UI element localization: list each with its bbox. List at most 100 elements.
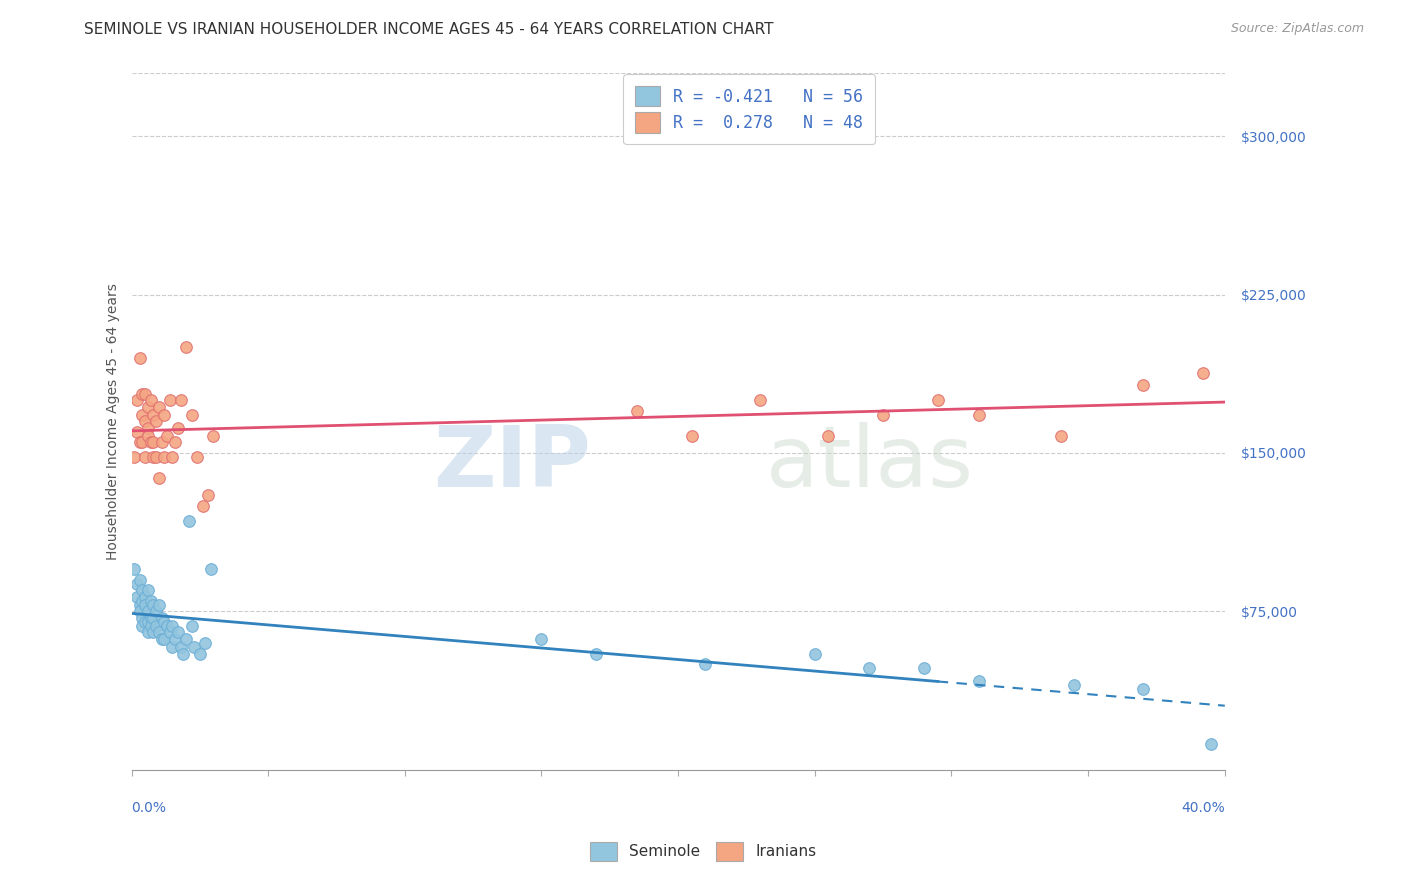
Point [131, 435, 153, 450]
Point [122, 562, 145, 576]
Point [139, 393, 162, 408]
Point [872, 408, 894, 422]
Point [162, 640, 184, 655]
Point [142, 610, 165, 624]
Point [530, 632, 553, 646]
Point [150, 435, 173, 450]
Point [150, 610, 173, 624]
Point [131, 408, 153, 422]
Point [128, 435, 150, 450]
Point [139, 610, 162, 624]
Point [128, 598, 150, 612]
Point [142, 450, 165, 465]
Point [626, 403, 648, 417]
Point [134, 450, 156, 465]
Point [585, 647, 607, 661]
Point [148, 598, 170, 612]
Point [170, 640, 193, 655]
Point [125, 577, 148, 591]
Point [142, 408, 165, 422]
Point [150, 632, 173, 646]
Text: SEMINOLE VS IRANIAN HOUSEHOLDER INCOME AGES 45 - 64 YEARS CORRELATION CHART: SEMINOLE VS IRANIAN HOUSEHOLDER INCOME A… [84, 22, 773, 37]
Point [177, 514, 200, 528]
Point [148, 471, 170, 485]
Point [134, 615, 156, 629]
Point [145, 604, 167, 618]
Point [125, 590, 148, 604]
Point [139, 619, 162, 633]
Point [136, 604, 159, 618]
Point [194, 636, 217, 650]
Point [1192, 366, 1215, 380]
Point [159, 625, 181, 640]
Point [139, 435, 162, 450]
Point [131, 619, 153, 633]
Point [162, 619, 184, 633]
Point [172, 647, 194, 661]
Point [153, 450, 176, 465]
Point [912, 661, 935, 675]
Point [817, 429, 839, 443]
Point [131, 610, 153, 624]
Point [174, 632, 197, 646]
Text: 40.0%: 40.0% [1181, 801, 1225, 815]
Point [142, 598, 165, 612]
Point [153, 632, 176, 646]
Point [202, 429, 225, 443]
Point [162, 450, 184, 465]
Point [967, 673, 990, 688]
Point [165, 632, 187, 646]
Point [142, 625, 165, 640]
Point [131, 387, 153, 401]
Point [1063, 678, 1085, 692]
Point [134, 590, 156, 604]
Point [165, 435, 187, 450]
Point [858, 661, 880, 675]
Point [1132, 682, 1154, 697]
Legend: R = -0.421   N = 56, R =  0.278   N = 48: R = -0.421 N = 56, R = 0.278 N = 48 [623, 74, 875, 145]
Point [1049, 429, 1071, 443]
Point [136, 429, 159, 443]
Point [128, 604, 150, 618]
Point [695, 657, 717, 672]
Point [128, 573, 150, 587]
Point [142, 435, 165, 450]
Point [200, 562, 222, 576]
Point [167, 420, 190, 434]
Point [1199, 737, 1222, 751]
Point [145, 450, 167, 465]
Point [804, 647, 827, 661]
Point [136, 615, 159, 629]
Point [170, 393, 193, 408]
Point [145, 414, 167, 428]
Point [125, 425, 148, 439]
Point [131, 583, 153, 598]
Point [197, 488, 219, 502]
Point [180, 408, 202, 422]
Point [153, 408, 176, 422]
Point [122, 450, 145, 465]
Point [136, 625, 159, 640]
Point [159, 393, 181, 408]
Point [148, 400, 170, 414]
Text: 0.0%: 0.0% [132, 801, 166, 815]
Text: Source: ZipAtlas.com: Source: ZipAtlas.com [1230, 22, 1364, 36]
Point [156, 619, 179, 633]
Text: ZIP: ZIP [433, 422, 591, 505]
Point [1132, 378, 1154, 392]
Point [134, 387, 156, 401]
Point [927, 393, 949, 408]
Point [967, 408, 990, 422]
Point [153, 615, 176, 629]
Legend: Seminole, Iranians: Seminole, Iranians [582, 834, 824, 868]
Point [174, 340, 197, 354]
Text: atlas: atlas [766, 422, 973, 505]
Point [180, 619, 202, 633]
Point [136, 400, 159, 414]
Point [186, 450, 208, 465]
Point [681, 429, 703, 443]
Point [125, 393, 148, 408]
Y-axis label: Householder Income Ages 45 - 64 years: Householder Income Ages 45 - 64 years [107, 283, 121, 560]
Point [136, 420, 159, 434]
Point [183, 640, 205, 655]
